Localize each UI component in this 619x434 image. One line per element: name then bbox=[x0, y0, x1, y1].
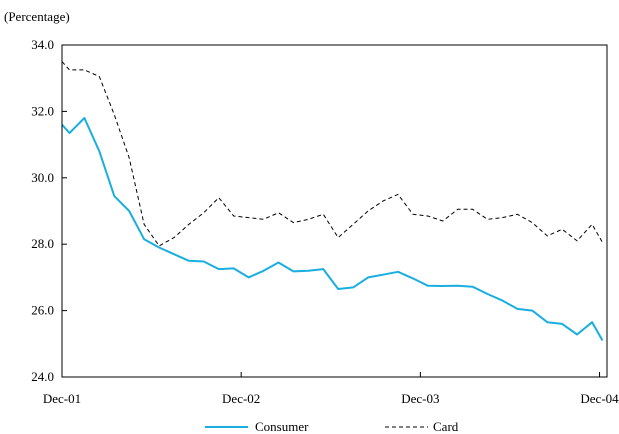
legend-label-consumer: Consumer bbox=[255, 419, 309, 434]
y-axis-label: (Percentage) bbox=[4, 9, 70, 24]
legend-label-card: Card bbox=[433, 419, 459, 434]
plot-frame bbox=[61, 44, 608, 378]
legend: Consumer Card bbox=[205, 419, 459, 434]
x-tick-label: Dec-03 bbox=[401, 391, 439, 406]
x-tick-label: Dec-01 bbox=[43, 391, 81, 406]
y-tick-label: 26.0 bbox=[31, 303, 54, 318]
series-line-card bbox=[61, 61, 603, 247]
y-tick-label: 32.0 bbox=[31, 103, 54, 118]
x-tick-label: Dec-04 bbox=[580, 391, 619, 406]
series-line-consumer bbox=[61, 117, 604, 341]
x-tick-label: Dec-02 bbox=[222, 391, 260, 406]
y-tick-label: 28.0 bbox=[31, 236, 54, 251]
y-tick-label: 34.0 bbox=[31, 37, 54, 52]
y-tick-label: 30.0 bbox=[31, 170, 54, 185]
y-tick-label: 24.0 bbox=[31, 369, 54, 384]
